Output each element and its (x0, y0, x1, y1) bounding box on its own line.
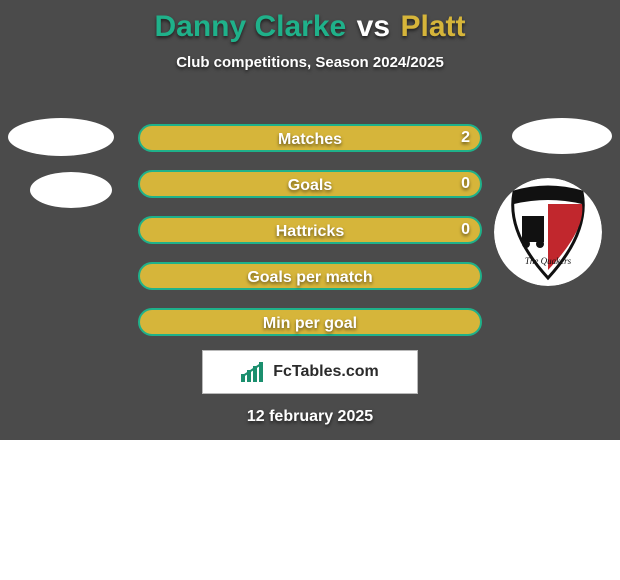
club2-badge: The Quakers (494, 178, 602, 286)
stat-bar: Hattricks 0 (138, 216, 482, 244)
stat-bars: Matches 2 Goals 0 Hattricks 0 Goals per match M… (138, 124, 482, 354)
date: 12 february 2025 (0, 408, 620, 426)
subtitle: Club competitions, Season 2024/2025 (0, 54, 620, 71)
comparison-card: Danny Clarke vs Platt Club competitions,… (0, 0, 620, 440)
title-vs: vs (357, 10, 390, 43)
fctables-label: FcTables.com (273, 363, 379, 381)
title-player2: Platt (401, 10, 466, 43)
stat-bar-label: Hattricks (276, 223, 344, 240)
crest-icon: The Quakers (494, 178, 602, 286)
title-player1: Danny Clarke (154, 10, 346, 43)
stat-bar-label: Min per goal (263, 315, 357, 332)
stat-bar-value: 0 (461, 216, 470, 244)
club1-badge (30, 172, 112, 208)
stat-bar-label: Goals (288, 177, 332, 194)
stat-bar-value: 0 (461, 170, 470, 198)
fctables-tag: FcTables.com (202, 350, 418, 394)
player2-badge (512, 118, 612, 154)
player1-badge (8, 118, 114, 156)
stat-bar: Min per goal (138, 308, 482, 336)
club2-crest: The Quakers (494, 178, 602, 286)
crest-motto: The Quakers (525, 256, 572, 266)
bars-icon (241, 362, 267, 382)
stat-bar-value: 2 (461, 124, 470, 152)
stat-bar-label: Goals per match (247, 269, 372, 286)
stat-bar: Goals per match (138, 262, 482, 290)
stat-bar: Matches 2 (138, 124, 482, 152)
title: Danny Clarke vs Platt (0, 10, 620, 44)
stat-bar: Goals 0 (138, 170, 482, 198)
stat-bar-label: Matches (278, 131, 342, 148)
